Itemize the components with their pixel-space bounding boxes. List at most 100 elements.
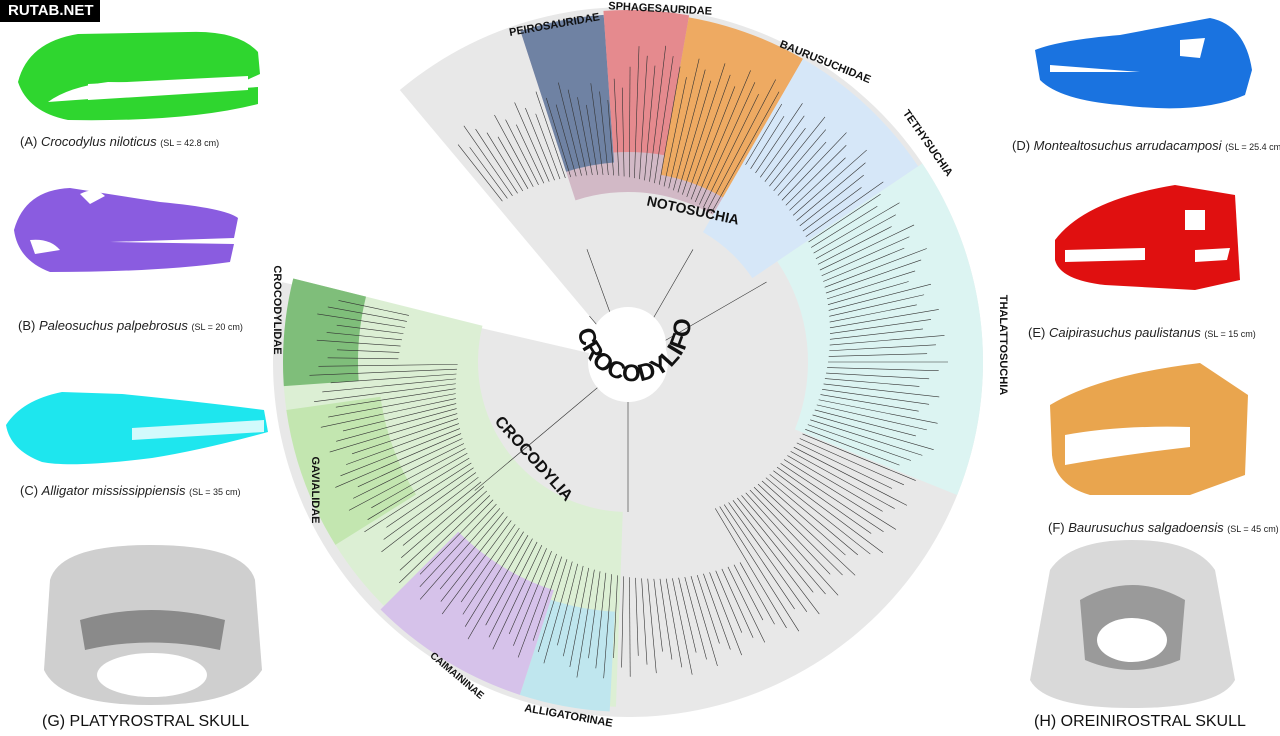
- tree-branch: [345, 423, 459, 465]
- tree-branch: [351, 418, 459, 455]
- tree-branch: [773, 129, 827, 192]
- tree-branch: [673, 69, 706, 191]
- tree-branch: [721, 568, 754, 638]
- tree-branch: [812, 414, 934, 450]
- tree-branch: [567, 89, 588, 176]
- tree-branch: [790, 451, 895, 509]
- tree-branch: [613, 78, 620, 176]
- tree-branch: [342, 403, 457, 432]
- tree-branch: [516, 124, 545, 184]
- tree-branch: [658, 66, 681, 185]
- tree-branch: [320, 398, 456, 428]
- sector-caimaninae: [380, 531, 554, 695]
- tree-branch: [829, 344, 936, 352]
- tree-branch: [808, 193, 881, 243]
- tree-branch: [686, 74, 731, 198]
- tree-branch: [639, 55, 648, 180]
- caption-h: (H) OREINIROSTRAL SKULL: [1034, 713, 1246, 730]
- tree-branch: [707, 79, 776, 211]
- tree-branch: [335, 433, 462, 488]
- tree-branch: [745, 492, 839, 596]
- tree-branch: [309, 368, 457, 376]
- tree-branch: [690, 86, 736, 200]
- caption-e: (E) Caipirasuchus paulistanus (SL = 15 c…: [1028, 325, 1256, 340]
- tree-branch: [460, 524, 516, 603]
- tree-branch: [357, 438, 463, 488]
- tree-branch: [653, 578, 663, 652]
- tree-branch: [817, 226, 892, 265]
- tree-branch: [492, 545, 543, 650]
- tree-branch: [440, 516, 508, 602]
- tree-branch: [814, 409, 916, 437]
- tree-branch: [494, 114, 534, 187]
- tree-branch: [485, 538, 533, 626]
- tree-branch: [732, 500, 820, 615]
- tree-branch: [802, 187, 862, 232]
- tree-branch: [464, 531, 524, 627]
- tree-branch: [532, 556, 563, 641]
- tree-branch: [824, 248, 927, 288]
- tree-branch: [497, 136, 529, 189]
- tree-branch: [703, 573, 731, 650]
- tree-branch: [755, 103, 803, 174]
- tree-branch: [760, 115, 805, 178]
- skull-paleosuchus-palpebrosus: [14, 188, 238, 272]
- tree-branch: [569, 567, 590, 667]
- tree-branch: [419, 503, 497, 588]
- tree-branch: [677, 80, 712, 193]
- tree-branch: [588, 571, 601, 659]
- tree-branch: [822, 388, 930, 405]
- tree-branch: [769, 474, 871, 555]
- tree-branch: [486, 132, 524, 192]
- tree-branch: [829, 304, 917, 323]
- tree-branch: [805, 181, 884, 237]
- tree-branch: [419, 499, 494, 575]
- tree-branch: [322, 378, 457, 393]
- tree-branch: [327, 357, 399, 360]
- skull-crocodylus-niloticus: [18, 31, 260, 121]
- caption-d: (D) Montealtosuchus arrudacamposi (SL = …: [1012, 138, 1280, 153]
- caption-c: (C) Alligator mississippiensis (SL = 35 …: [20, 483, 241, 498]
- tree-branch: [599, 91, 609, 176]
- tree-branch: [826, 372, 930, 380]
- tree-branch: [828, 353, 928, 357]
- tree-branch: [694, 70, 751, 203]
- tree-branch: [714, 508, 787, 629]
- tree-branch: [595, 572, 607, 669]
- watermark: RUTAB.NET: [0, 0, 100, 22]
- tree-branch: [796, 442, 893, 489]
- oreinirostral-skull: [1030, 540, 1235, 708]
- tree-branch: [816, 404, 927, 431]
- tree-branch: [777, 141, 827, 196]
- tree-branch: [815, 214, 896, 259]
- label-gavialidae: GAVIALIDAE: [309, 456, 321, 523]
- tree-branch: [613, 575, 618, 659]
- tree-branch: [753, 486, 843, 576]
- tree-branch: [603, 574, 612, 679]
- tree-branch: [819, 224, 915, 271]
- tree-branch: [776, 466, 872, 534]
- tree-branch: [337, 349, 400, 353]
- label-crocodylidae: CROCODYLIDAE: [271, 265, 283, 354]
- tree-branch: [381, 476, 479, 553]
- tree-branch: [469, 147, 508, 199]
- tree-branch: [733, 564, 764, 621]
- tree-branch: [828, 283, 932, 311]
- tree-branch: [558, 82, 582, 176]
- tree-branch: [805, 429, 900, 466]
- tree-branch: [739, 562, 775, 625]
- tree-branch: [535, 91, 566, 179]
- skull-caipirasuchus: [1055, 185, 1240, 290]
- tree-branch: [462, 527, 520, 615]
- tree-branch: [715, 570, 743, 633]
- tree-branch: [659, 578, 673, 660]
- tree-branch: [663, 77, 687, 187]
- tree-branch: [514, 102, 550, 182]
- tree-branch: [364, 462, 472, 533]
- tree-branch: [829, 294, 925, 317]
- tree-branch: [328, 393, 456, 418]
- tree-branch: [761, 480, 846, 556]
- tree-branch: [621, 87, 625, 177]
- tree-branch: [665, 578, 683, 668]
- tree-branch: [340, 428, 461, 477]
